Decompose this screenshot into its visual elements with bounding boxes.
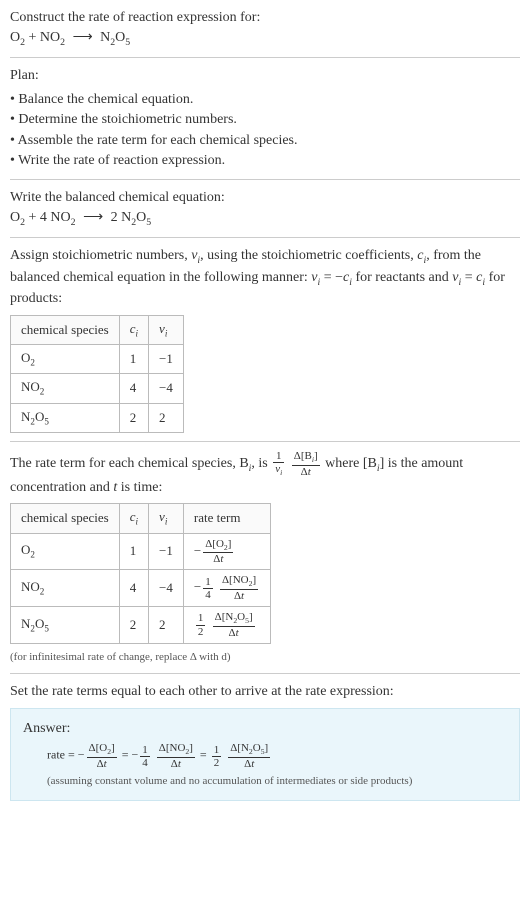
table-header: νi (149, 504, 184, 533)
plan-item: • Write the rate of reaction expression. (10, 151, 520, 171)
separator (10, 673, 520, 674)
balanced-title: Write the balanced chemical equation: (10, 188, 520, 208)
header-equation: O2 + NO2 ⟶ N2O5 (10, 28, 520, 50)
table-cell: 2 (149, 607, 184, 644)
table-row: N2O5 2 2 12 Δ[N2O5]Δt (11, 607, 271, 644)
separator (10, 441, 520, 442)
rate-term-note: (for infinitesimal rate of change, repla… (10, 650, 520, 665)
table-header-row: chemical species ci νi (11, 315, 184, 344)
table-cell: NO2 (11, 570, 120, 607)
table-row: O2 1 −1 −Δ[O2]Δt (11, 533, 271, 570)
balanced-section: Write the balanced chemical equation: O2… (10, 188, 520, 229)
table-cell: 1 (119, 345, 148, 374)
table-row: N2O5 2 2 (11, 403, 184, 432)
table-header: ci (119, 315, 148, 344)
answer-equation: rate = −Δ[O2]Δt = −14 Δ[NO2]Δt = 12 Δ[N2… (47, 742, 507, 770)
rate-term-table: chemical species ci νi rate term O2 1 −1… (10, 503, 271, 644)
balanced-equation: O2 + 4 NO2 ⟶ 2 N2O5 (10, 208, 520, 230)
table-cell: −4 (149, 570, 184, 607)
table-cell: 2 (149, 403, 184, 432)
table-cell: −14 Δ[NO2]Δt (183, 570, 270, 607)
header-section: Construct the rate of reaction expressio… (10, 8, 520, 49)
plan-item: • Assemble the rate term for each chemic… (10, 131, 520, 151)
table-cell: −Δ[O2]Δt (183, 533, 270, 570)
rate-term-intro: The rate term for each chemical species,… (10, 450, 520, 497)
table-header: ci (119, 504, 148, 533)
separator (10, 179, 520, 180)
header-title: Construct the rate of reaction expressio… (10, 8, 520, 28)
stoich-section: Assign stoichiometric numbers, νi, using… (10, 246, 520, 433)
table-cell: NO2 (11, 374, 120, 403)
table-cell: O2 (11, 533, 120, 570)
table-cell: 12 Δ[N2O5]Δt (183, 607, 270, 644)
table-cell: −1 (149, 345, 184, 374)
plan-item: • Balance the chemical equation. (10, 90, 520, 110)
plan-section: Plan: • Balance the chemical equation. •… (10, 66, 520, 171)
table-header-row: chemical species ci νi rate term (11, 504, 271, 533)
table-row: O2 1 −1 (11, 345, 184, 374)
table-cell: O2 (11, 345, 120, 374)
table-header: chemical species (11, 504, 120, 533)
table-cell: 2 (119, 607, 148, 644)
final-intro: Set the rate terms equal to each other t… (10, 682, 520, 702)
table-row: NO2 4 −4 (11, 374, 184, 403)
plan-item: • Determine the stoichiometric numbers. (10, 110, 520, 130)
stoich-intro: Assign stoichiometric numbers, νi, using… (10, 246, 520, 309)
table-header: chemical species (11, 315, 120, 344)
separator (10, 237, 520, 238)
table-cell: 1 (119, 533, 148, 570)
table-header: rate term (183, 504, 270, 533)
plan-list: • Balance the chemical equation. • Deter… (10, 90, 520, 171)
rate-term-section: The rate term for each chemical species,… (10, 450, 520, 665)
answer-box: Answer: rate = −Δ[O2]Δt = −14 Δ[NO2]Δt =… (10, 708, 520, 801)
table-cell: 2 (119, 403, 148, 432)
stoich-table: chemical species ci νi O2 1 −1 NO2 4 −4 … (10, 315, 184, 433)
table-row: NO2 4 −4 −14 Δ[NO2]Δt (11, 570, 271, 607)
final-section: Set the rate terms equal to each other t… (10, 682, 520, 800)
table-cell: −4 (149, 374, 184, 403)
table-cell: N2O5 (11, 403, 120, 432)
table-cell: 4 (119, 570, 148, 607)
answer-note: (assuming constant volume and no accumul… (47, 774, 507, 789)
answer-label: Answer: (23, 719, 507, 739)
separator (10, 57, 520, 58)
table-cell: 4 (119, 374, 148, 403)
table-cell: N2O5 (11, 607, 120, 644)
table-header: νi (149, 315, 184, 344)
plan-title: Plan: (10, 66, 520, 86)
table-cell: −1 (149, 533, 184, 570)
